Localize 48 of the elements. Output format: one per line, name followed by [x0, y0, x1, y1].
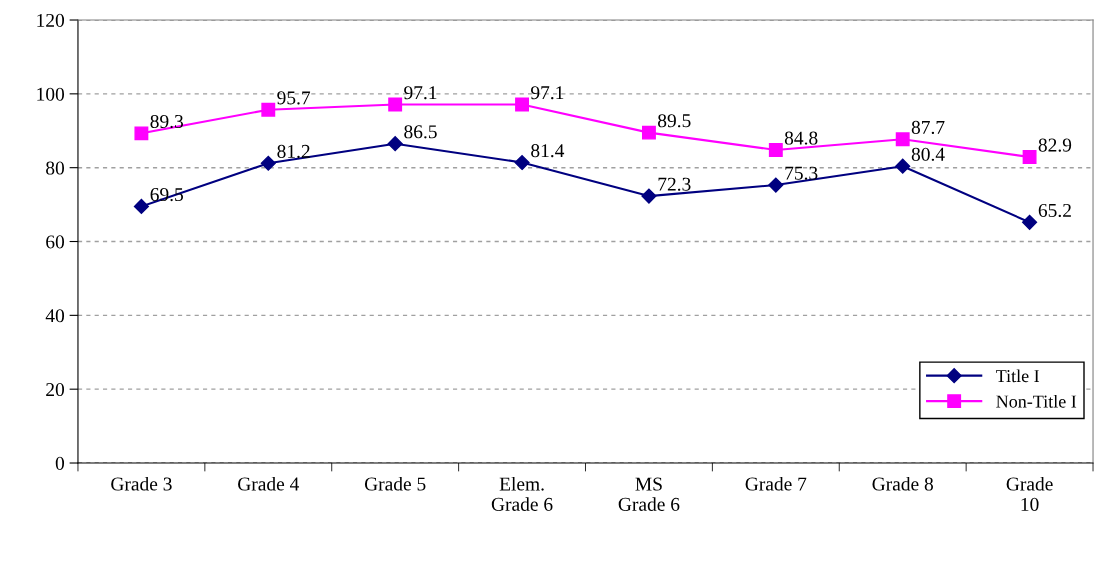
point: [895, 132, 910, 147]
legend-label: Non-Title I: [996, 394, 1077, 408]
data-label: 97.1: [404, 86, 437, 100]
y-tick-label: 60: [46, 235, 65, 249]
data-label: 87.7: [911, 120, 945, 134]
point: [260, 155, 276, 171]
point: [515, 97, 530, 112]
data-label: 65.2: [1038, 203, 1071, 218]
point: [387, 136, 403, 152]
x-tick-label: Grade 8: [872, 476, 933, 491]
point: [768, 177, 784, 193]
point: [1022, 150, 1037, 164]
point: [388, 97, 403, 112]
y-tick-label: 0: [55, 456, 65, 470]
y-tick-label: 40: [45, 309, 65, 323]
data-label: 95.7: [277, 91, 311, 105]
y-tick-label: 100: [37, 87, 65, 101]
data-label: 84.8: [784, 131, 818, 145]
x-tick-label: MS Grade 6: [618, 477, 680, 511]
y-tick-label: 80: [46, 161, 65, 175]
data-label: 82.9: [1038, 138, 1072, 152]
legend-label: Title I: [996, 369, 1040, 383]
x-tick-label: Grade 3: [111, 476, 172, 491]
point: [133, 198, 149, 215]
x-tick-label: Grade 4: [238, 476, 300, 491]
data-label: 72.3: [658, 177, 691, 191]
point: [1022, 214, 1038, 230]
data-label: 81.4: [531, 144, 565, 158]
x-tick-label: Grade 7: [745, 476, 807, 491]
point: [641, 188, 657, 204]
point: [134, 126, 149, 141]
data-label: 89.5: [658, 114, 691, 128]
x-tick-label: Grade 10: [1006, 476, 1053, 511]
point: [514, 154, 530, 171]
data-label: 86.5: [404, 125, 437, 139]
data-label: 97.1: [531, 86, 564, 100]
data-label: 89.3: [150, 114, 184, 129]
y-tick-label: 20: [46, 383, 65, 397]
x-tick-label: Grade 5: [364, 476, 426, 491]
y-tick-label: 120: [37, 13, 65, 27]
point: [641, 125, 656, 140]
data-label: 75.3: [785, 166, 818, 180]
point: [261, 102, 276, 117]
data-label: 81.2: [277, 144, 310, 158]
point: [768, 143, 783, 157]
x-tick-label: Elem. Grade 6: [491, 476, 553, 511]
point: [895, 158, 911, 174]
data-label: 80.4: [911, 147, 945, 161]
